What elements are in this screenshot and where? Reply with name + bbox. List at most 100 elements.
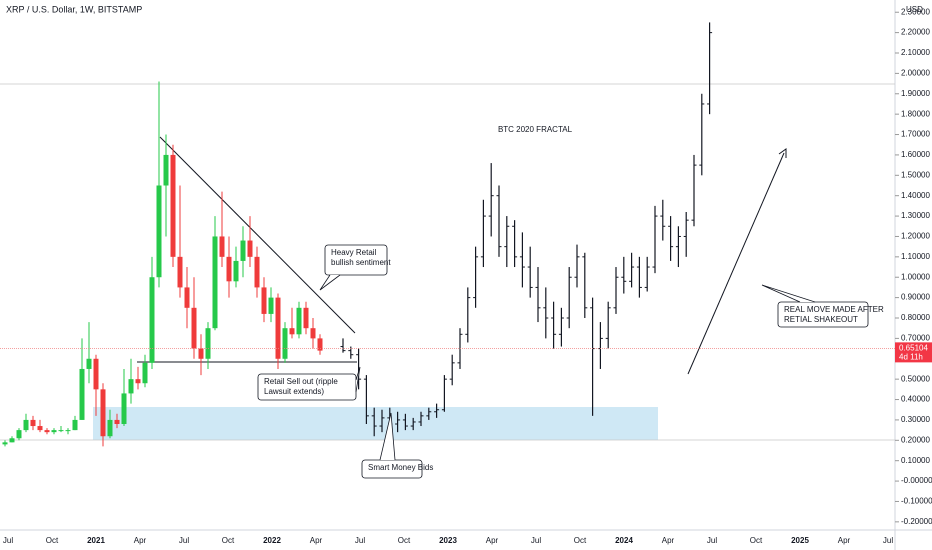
y-tick-label: -0.10000 [901,497,932,506]
y-tick-label: 1.40000 [901,191,930,200]
arrow-line [687,152,785,375]
x-tick-label: Apr [838,536,851,545]
annotation-box [777,301,869,328]
y-tick-label: 0.30000 [901,415,930,424]
candle-body [156,185,162,278]
annotation-pointer [761,284,816,303]
candle-body [275,297,281,359]
annotation-text: Smart Money Bids [368,463,433,472]
candle-body [107,419,113,437]
y-tick-label: 0.70000 [901,333,930,342]
y-tick-label: -0.00000 [901,476,932,485]
candle-body [233,260,239,282]
x-tick-label: 2025 [791,536,809,545]
candle-body [2,442,8,445]
candle-body [296,307,302,335]
candle-body [79,368,85,420]
x-tick-label: Oct [46,536,59,545]
candle-body [93,358,99,390]
annotation-text: RETIAL SHAKEOUT [784,315,858,324]
y-tick-label: 1.70000 [901,130,930,139]
x-tick-label: Jul [883,536,893,545]
candle-body [128,379,134,394]
annotation-text: bullish sentiment [331,258,391,267]
x-tick-label: 2023 [439,536,457,545]
x-tick-label: Oct [398,536,411,545]
annotation-text: BTC 2020 FRACTAL [498,125,573,134]
candle-body [114,419,120,424]
y-tick-label: 0.20000 [901,435,930,444]
candle-body [86,358,92,369]
candle-body [163,154,169,186]
y-tick-label: 2.20000 [901,28,930,37]
trendline [159,136,356,334]
x-tick-label: Jul [355,536,365,545]
candle-body [135,379,141,384]
candle-body [100,389,106,437]
candle-body [30,419,36,427]
candle-body [72,419,78,431]
demand-zone [93,407,658,440]
candle-body [58,430,64,432]
candle-body [44,430,50,433]
annotation-pointer [355,366,361,393]
x-tick-label: Jul [707,536,717,545]
y-tick-label: 1.60000 [901,150,930,159]
annotation-box [324,244,388,276]
candle-body [37,426,43,431]
candle-body [9,438,15,443]
candle-body [219,236,225,257]
candle-body [261,287,267,314]
annotation-pointer [319,274,341,291]
candle-body [226,256,232,282]
candle-body [191,307,197,349]
candle-body [240,240,246,261]
candle-body [51,430,57,433]
candle-body [149,277,155,363]
candle-body [289,328,295,335]
x-tick-label: 2024 [615,536,633,545]
annotation-text: Lawsuit extends) [264,387,324,396]
annotation-pointer [379,412,396,461]
candle-body [282,328,288,359]
candle-body [23,419,29,431]
candle-body [268,297,274,314]
x-tick-label: Apr [662,536,675,545]
candle-body [184,287,190,308]
y-tick-label: 1.00000 [901,272,930,281]
candle-body [170,154,176,257]
y-tick-label: 2.10000 [901,48,930,57]
candle-body [65,430,71,432]
candle-body [247,240,253,257]
y-tick-label: 1.30000 [901,211,930,220]
last-price-label: 0.65104 [899,343,928,352]
last-price-box [895,342,932,363]
candle-body [303,307,309,329]
annotation-text: REAL MOVE MADE AFTER [784,305,884,314]
candle-body [212,236,218,329]
x-tick-label: Oct [222,536,235,545]
candle-body [142,362,148,384]
y-tick-label: 1.80000 [901,109,930,118]
candle-body [310,328,316,339]
candle-body [254,256,260,288]
y-tick-label: 1.90000 [901,89,930,98]
x-tick-label: Jul [531,536,541,545]
chart-title: XRP / U.S. Dollar, 1W, BITSTAMP [6,4,142,14]
x-tick-label: Apr [134,536,147,545]
arrow-head [778,148,787,158]
y-tick-label: 0.40000 [901,395,930,404]
x-tick-label: Apr [486,536,499,545]
y-tick-label: 1.20000 [901,232,930,241]
y-tick-label: 0.90000 [901,293,930,302]
y-tick-label: 2.00000 [901,68,930,77]
y-tick-label: 0.50000 [901,374,930,383]
x-tick-label: Jul [179,536,189,545]
y-tick-label: 0.10000 [901,456,930,465]
x-tick-label: 2022 [263,536,281,545]
annotation-text: Heavy Retail [331,248,377,257]
y-tick-label: 2.30000 [901,7,930,16]
candle-body [177,256,183,288]
y-tick-label: 1.50000 [901,170,930,179]
